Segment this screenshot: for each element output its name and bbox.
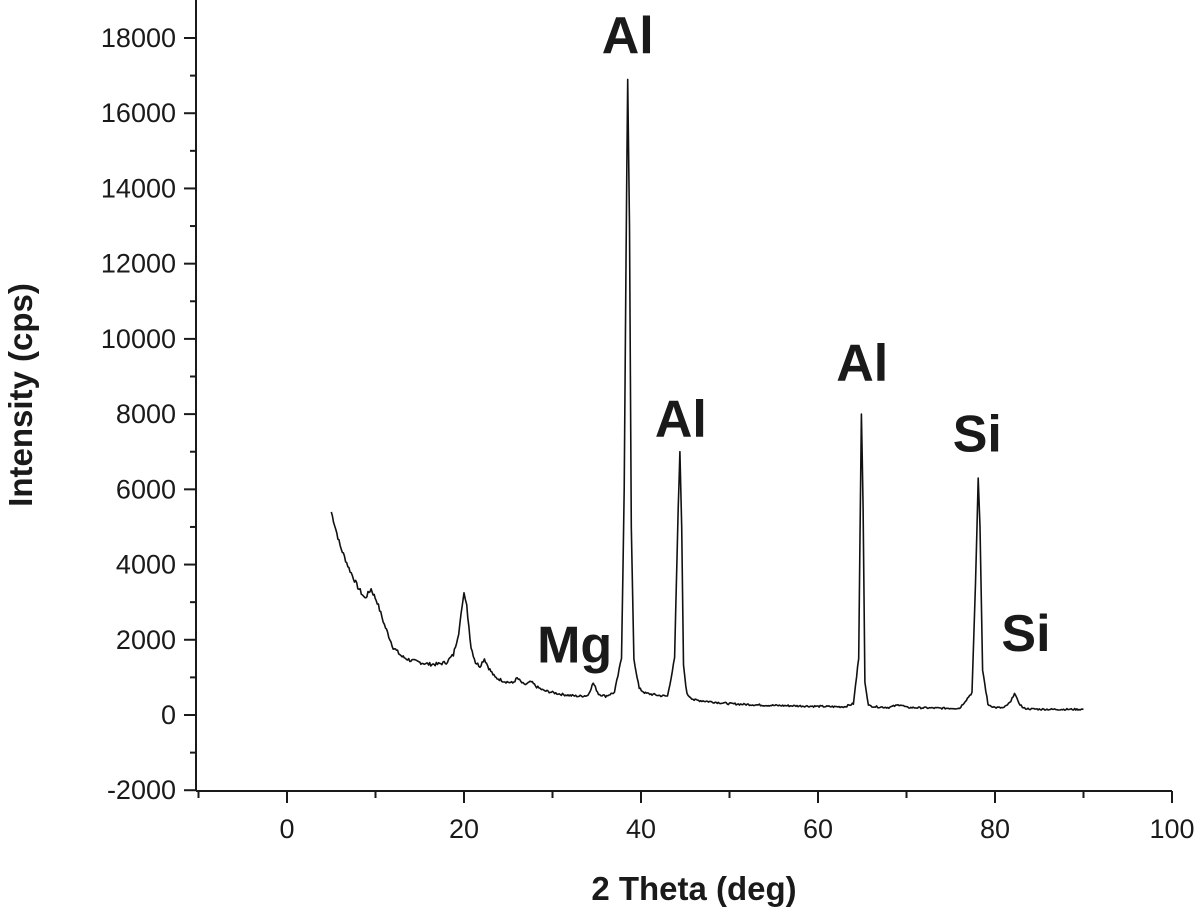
peak-label-al: Al bbox=[602, 7, 654, 65]
y-tick-label: -2000 bbox=[107, 775, 176, 805]
x-axis-title: 2 Theta (deg) bbox=[591, 870, 796, 907]
x-tick-label: 100 bbox=[1149, 814, 1194, 844]
x-tick-label: 40 bbox=[626, 814, 656, 844]
x-tick-label: 60 bbox=[803, 814, 833, 844]
intensity-series-line bbox=[330, 78, 1084, 711]
peak-label-si: Si bbox=[1001, 605, 1050, 663]
y-tick-label: 2000 bbox=[116, 625, 176, 655]
y-tick-label: 4000 bbox=[116, 550, 176, 580]
x-tick-label: 80 bbox=[980, 814, 1010, 844]
y-tick-label: 14000 bbox=[101, 173, 176, 203]
y-tick-label: 0 bbox=[161, 700, 176, 730]
y-tick-label: 16000 bbox=[101, 98, 176, 128]
y-tick-label: 8000 bbox=[116, 399, 176, 429]
peak-label-si: Si bbox=[953, 406, 1002, 464]
y-tick-label: 18000 bbox=[101, 23, 176, 53]
x-tick-label: 20 bbox=[449, 814, 479, 844]
peak-label-mg: Mg bbox=[537, 616, 612, 674]
x-tick-label: 0 bbox=[279, 814, 294, 844]
peak-label-al: Al bbox=[655, 391, 707, 449]
y-ticks: -2000 0 2000 4000 6000 8000 10000 12000 14000 160… bbox=[101, 23, 196, 805]
y-tick-label: 12000 bbox=[101, 249, 176, 279]
y-axis-title: Intensity (cps) bbox=[2, 283, 39, 507]
peak-annotations: Al Al Al Si Mg Si bbox=[537, 7, 1050, 674]
x-ticks: 0 20 40 60 80 100 bbox=[197, 791, 1195, 844]
y-tick-label: 10000 bbox=[101, 324, 176, 354]
axes bbox=[195, 0, 1172, 792]
y-tick-label: 6000 bbox=[116, 474, 176, 504]
peak-label-al: Al bbox=[836, 334, 888, 392]
